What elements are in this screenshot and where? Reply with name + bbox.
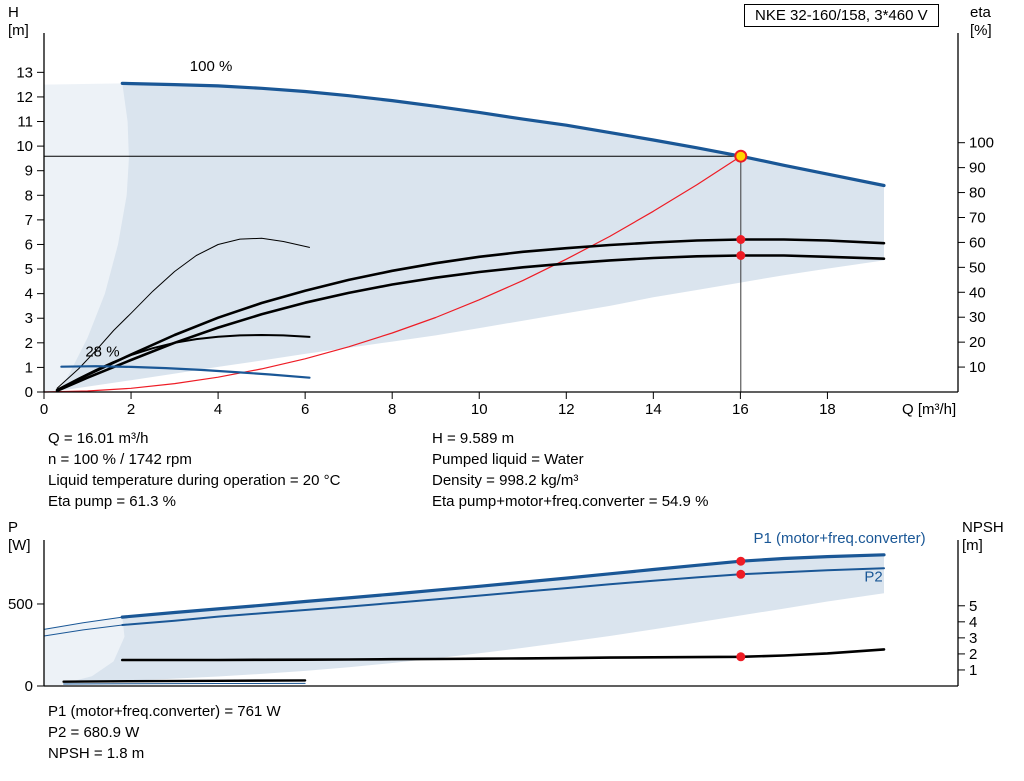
y-right-tick-label: 80: [969, 185, 986, 202]
y-right-tick-label: 2: [969, 646, 977, 663]
y-left-tick-label: 11: [17, 114, 33, 131]
y-left-tick-label: 8: [25, 187, 33, 204]
curve-100pct: [120, 81, 886, 188]
p1-curve-label: P1 (motor+freq.converter): [753, 530, 925, 547]
y-left-tick-label: 1: [25, 359, 33, 376]
eta-total-duty-dot: [736, 251, 746, 260]
npsh-axis-label: NPSH [m]: [962, 519, 1004, 555]
y-left-tick-label: 0: [25, 678, 33, 695]
p2-duty-dot: [736, 569, 746, 579]
x-tick-label: 10: [471, 401, 488, 418]
y-right-tick-label: 70: [969, 209, 986, 226]
y-left-tick-label: 3: [25, 310, 33, 327]
x-tick-label: 8: [388, 401, 396, 418]
info-line-eta-pump: Eta pump = 61.3 %: [48, 493, 176, 510]
npsh-axis-label-line1: NPSH: [962, 519, 1004, 536]
p2-curve-low-flow: [43, 624, 123, 637]
y-right-tick-label: 3: [969, 630, 977, 647]
y-left-tick-label: 2: [25, 335, 33, 352]
x-tick-label: 0: [40, 401, 48, 418]
x-tick-label: 2: [127, 401, 135, 418]
info-line-flow: Q = 16.01 m³/h: [48, 430, 149, 447]
info-line-temperature: Liquid temperature during operation = 20…: [48, 472, 341, 489]
y-right-tick-label: 100: [969, 135, 994, 152]
y-left-tick-label: 500: [8, 596, 33, 613]
y-left-tick-label: 5: [25, 261, 33, 278]
h-axis-label-line1: H: [8, 4, 19, 21]
system-curve: [43, 155, 742, 393]
y-right-tick-label: 5: [969, 598, 977, 615]
npsh-axis-label-line2: [m]: [962, 537, 983, 554]
y-left-tick-label: 13: [16, 64, 33, 81]
envelope-left-pale: [44, 83, 129, 393]
x-tick-label: 16: [732, 401, 749, 418]
x-axis-label: Q [m³/h]: [902, 401, 956, 418]
info-line-speed: n = 100 % / 1742 rpm: [48, 451, 192, 468]
curve-28pct: [60, 365, 311, 379]
info-line-p2: P2 = 680.9 W: [48, 724, 140, 741]
y-right-tick-label: 40: [969, 284, 986, 301]
info-line-p1: P1 (motor+freq.converter) = 761 W: [48, 703, 281, 720]
duty-info-left: Q = 16.01 m³/h n = 100 % / 1742 rpm Liqu…: [48, 428, 340, 512]
p1-duty-dot: [736, 556, 746, 566]
duty-info-right: H = 9.589 m Pumped liquid = Water Densit…: [432, 428, 708, 512]
y-right-tick-label: 1: [969, 662, 977, 679]
y-left-tick-label: 10: [16, 138, 33, 155]
y-right-tick-label: 4: [969, 614, 977, 631]
y-right-tick-label: 50: [969, 259, 986, 276]
x-tick-label: 12: [558, 401, 575, 418]
p1-28pct: [62, 679, 307, 683]
info-line-npsh: NPSH = 1.8 m: [48, 745, 145, 762]
eta-axis-label: eta [%]: [970, 4, 992, 40]
x-tick-label: 18: [819, 401, 836, 418]
info-line-head: H = 9.589 m: [432, 430, 515, 447]
speed-28-label: 28 %: [85, 343, 119, 360]
p2-curve: [121, 567, 885, 626]
envelope-left-pale: [44, 617, 125, 686]
info-line-density: Density = 998.2 kg/m³: [432, 472, 579, 489]
y-left-tick-label: 4: [25, 286, 33, 303]
x-tick-label: 4: [214, 401, 222, 418]
p-axis-label-line1: P: [8, 519, 19, 536]
npsh-curve: [121, 648, 886, 662]
eta-pump-curve: [55, 238, 886, 392]
y-right-tick-label: 30: [969, 309, 986, 326]
p-axis-label: P [W]: [8, 519, 31, 555]
y-left-tick-label: 7: [25, 212, 33, 229]
p2-28pct: [63, 682, 306, 685]
p1-curve: [120, 553, 886, 619]
x-tick-label: 6: [301, 401, 309, 418]
power-info-block: P1 (motor+freq.converter) = 761 W P2 = 6…: [48, 701, 281, 764]
hq-eta-chart: 0 2 4 6 8 10 12 14 16 18 Q [m³/h]01234567891011121…: [16, 33, 994, 418]
h-axis-label: H [m]: [8, 4, 29, 40]
eta-pump-duty-dot: [736, 235, 746, 244]
y-left-tick-label: 12: [16, 89, 33, 106]
p-axis-label-line2: [W]: [8, 537, 31, 554]
operating-envelope: [63, 554, 885, 684]
info-line-eta-total: Eta pump+motor+freq.converter = 54.9 %: [432, 493, 709, 510]
eta-reduced-speed-curve: [56, 237, 310, 389]
y-left-tick-label: 6: [25, 236, 33, 253]
speed-100-label: 100 %: [190, 58, 233, 75]
p1-curve-low-flow: [43, 616, 123, 630]
npsh-duty-dot: [736, 652, 746, 662]
operating-envelope: [59, 83, 884, 391]
eta-axis-label-line2: [%]: [970, 22, 992, 39]
y-right-tick-label: 10: [969, 359, 986, 376]
pump-model-title: NKE 32-160/158, 3*460 V: [744, 4, 939, 27]
eta-axis-label-line1: eta: [970, 4, 991, 21]
duty-point-marker: [734, 149, 748, 163]
y-right-tick-label: 90: [969, 160, 986, 177]
p2-curve-label: P2: [864, 568, 882, 585]
eta-total-curve: [55, 254, 886, 393]
h-axis-label-line2: [m]: [8, 22, 29, 39]
x-tick-label: 14: [645, 401, 662, 418]
info-line-liquid: Pumped liquid = Water: [432, 451, 584, 468]
y-right-tick-label: 20: [969, 334, 986, 351]
y-left-tick-label: 9: [25, 163, 33, 180]
y-left-tick-label: 0: [25, 384, 33, 401]
y-right-tick-label: 60: [969, 234, 986, 251]
